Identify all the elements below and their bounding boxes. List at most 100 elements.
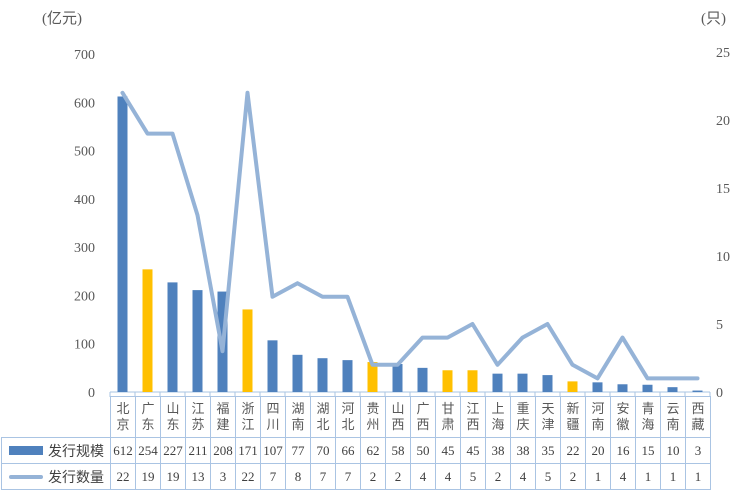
province-label: 新疆 — [566, 400, 580, 432]
table-value-cell: 7 — [310, 463, 336, 490]
table-value-cell: 45 — [435, 437, 461, 464]
bar-青海 — [642, 384, 653, 392]
table-header-province: 青海 — [635, 396, 661, 438]
legend-cell-issuance-count: 发行数量 — [1, 463, 111, 490]
bar-北京 — [117, 96, 128, 393]
province-label: 安徽 — [616, 400, 630, 432]
province-label: 江苏 — [191, 400, 205, 432]
province-label: 西藏 — [691, 400, 705, 432]
right-axis-tick-label: 25 — [716, 46, 730, 61]
table-header-province: 湖南 — [285, 396, 311, 438]
legend-label: 发行数量 — [48, 470, 104, 486]
legend-entry: 发行规模 — [3, 441, 110, 461]
right-axis-tick-label: 0 — [716, 386, 723, 400]
table-value-cell: 1 — [685, 463, 711, 490]
table-value-cell: 2 — [560, 463, 586, 490]
bar-四川 — [267, 340, 278, 392]
province-label: 广东 — [141, 400, 155, 432]
province-label: 山东 — [166, 400, 180, 432]
left-axis-tick-label: 0 — [88, 386, 95, 400]
bar-新疆 — [567, 381, 578, 392]
table-value-cell: 70 — [310, 437, 336, 464]
combo-chart-plot: 700 600 500 400 300 200 100 0 25 20 15 10 5 0 — [74, 46, 730, 400]
table-header-province: 贵州 — [360, 396, 386, 438]
table-header-province: 四川 — [260, 396, 286, 438]
bar-江西 — [467, 370, 478, 392]
province-label: 河南 — [591, 400, 605, 432]
bar-重庆 — [517, 373, 528, 392]
data-table: 北京 广东 山东 江苏 福建 浙江 四川 湖南 湖北 河北 贵州 山西 广西 甘肃 江西 上海 重庆 天津 新疆 河南… — [1, 396, 711, 490]
line-series-swatch — [9, 474, 43, 479]
table-value-cell: 50 — [410, 437, 436, 464]
province-label: 青海 — [641, 400, 655, 432]
table-value-cell: 1 — [635, 463, 661, 490]
right-axis-unit-label: (只) — [701, 11, 726, 27]
left-axis-tick-label: 400 — [74, 193, 95, 208]
table-value-cell: 5 — [535, 463, 561, 490]
table-value-cell: 5 — [460, 463, 486, 490]
table-header-province: 新疆 — [560, 396, 586, 438]
table-header-province: 天津 — [535, 396, 561, 438]
table-value-cell: 22 — [560, 437, 586, 464]
table-value-cell: 38 — [510, 437, 536, 464]
table-value-cell: 10 — [660, 437, 686, 464]
table-value-cell: 107 — [260, 437, 286, 464]
table-header-province: 浙江 — [235, 396, 261, 438]
province-label: 四川 — [266, 400, 280, 432]
table-header-province: 上海 — [485, 396, 511, 438]
province-label: 贵州 — [366, 400, 380, 432]
left-axis-tick-label: 200 — [74, 289, 95, 304]
table-value-cell: 7 — [335, 463, 361, 490]
table-value-cell: 8 — [285, 463, 311, 490]
table-value-cell: 62 — [360, 437, 386, 464]
table-header-province: 湖北 — [310, 396, 336, 438]
table-value-cell: 2 — [385, 463, 411, 490]
table-value-cell: 4 — [510, 463, 536, 490]
bar-广东 — [142, 269, 153, 392]
table-value-cell: 208 — [210, 437, 236, 464]
bar-甘肃 — [442, 370, 453, 392]
table-header-province: 河北 — [335, 396, 361, 438]
province-label: 天津 — [541, 400, 555, 432]
table-value-cell: 4 — [610, 463, 636, 490]
table-value-cell: 211 — [185, 437, 211, 464]
bar-西藏 — [692, 390, 703, 392]
table-header-province: 重庆 — [510, 396, 536, 438]
table-value-cell: 254 — [135, 437, 161, 464]
table-header-province: 安徽 — [610, 396, 636, 438]
table-value-cell: 227 — [160, 437, 186, 464]
table-value-cell: 35 — [535, 437, 561, 464]
table-value-cell: 20 — [585, 437, 611, 464]
right-axis-tick-label: 10 — [716, 250, 730, 265]
table-value-cell: 66 — [335, 437, 361, 464]
province-label: 甘肃 — [441, 400, 455, 432]
province-label: 云南 — [666, 400, 680, 432]
left-axis-unit-label: (亿元) — [42, 11, 82, 27]
bar-湖南 — [292, 354, 303, 392]
bar-天津 — [542, 375, 553, 392]
left-axis-tick-label: 500 — [74, 145, 95, 160]
bar-series-swatch — [9, 446, 43, 455]
table-value-cell: 15 — [635, 437, 661, 464]
right-axis-tick-label: 20 — [716, 114, 730, 129]
table-header-province: 河南 — [585, 396, 611, 438]
left-axis-tick-label: 600 — [74, 96, 95, 111]
table-value-cell: 45 — [460, 437, 486, 464]
table-value-cell: 2 — [360, 463, 386, 490]
table-header-province: 广西 — [410, 396, 436, 438]
province-label: 广西 — [416, 400, 430, 432]
table-value-cell: 38 — [485, 437, 511, 464]
right-axis-tick-label: 5 — [716, 318, 723, 333]
table-header-province: 江苏 — [185, 396, 211, 438]
table-header-province: 江西 — [460, 396, 486, 438]
table-value-cell: 22 — [235, 463, 261, 490]
table-header-province: 广东 — [135, 396, 161, 438]
bar-江苏 — [192, 290, 203, 392]
table-value-cell: 58 — [385, 437, 411, 464]
table-value-cell: 3 — [210, 463, 236, 490]
table-header-province: 云南 — [660, 396, 686, 438]
table-value-cell: 2 — [485, 463, 511, 490]
legend-cell-issuance-scale: 发行规模 — [1, 437, 111, 464]
table-value-cell: 612 — [110, 437, 136, 464]
data-table-wrap: 北京 广东 山东 江苏 福建 浙江 四川 湖南 湖北 河北 贵州 山西 广西 甘肃 江西 上海 重庆 天津 新疆 河南… — [1, 396, 711, 490]
